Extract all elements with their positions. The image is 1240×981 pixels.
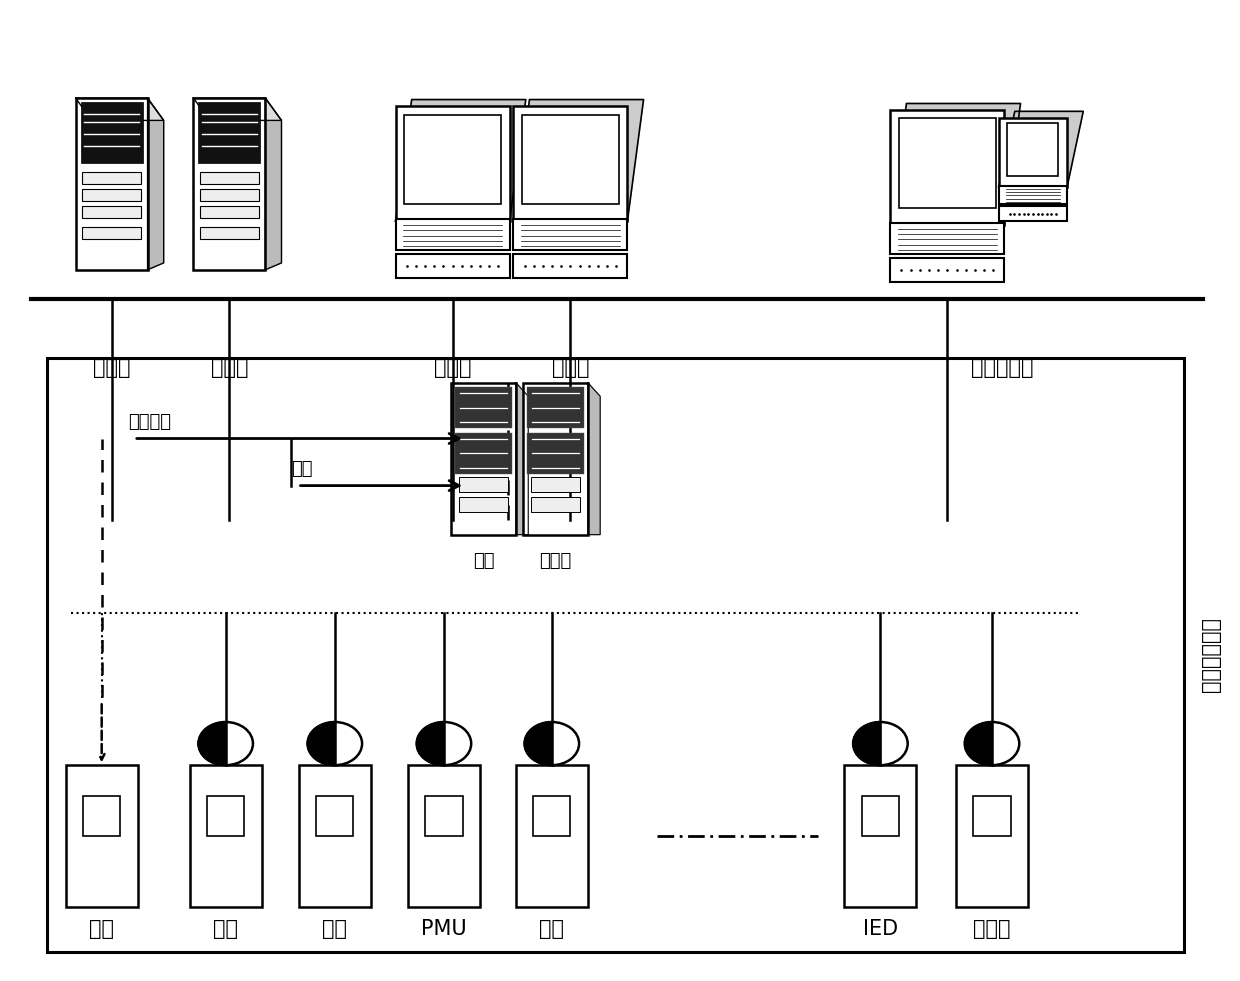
Circle shape — [308, 722, 362, 765]
FancyBboxPatch shape — [396, 254, 510, 278]
Circle shape — [853, 722, 908, 765]
Text: 工作站: 工作站 — [434, 358, 471, 378]
FancyBboxPatch shape — [200, 206, 259, 218]
FancyBboxPatch shape — [890, 223, 1004, 254]
Circle shape — [525, 722, 579, 765]
Text: PMU: PMU — [422, 919, 466, 939]
FancyBboxPatch shape — [527, 387, 584, 428]
FancyBboxPatch shape — [82, 189, 141, 201]
Text: 测量: 测量 — [322, 919, 347, 939]
Text: 保护: 保护 — [213, 919, 238, 939]
FancyBboxPatch shape — [404, 115, 501, 204]
FancyBboxPatch shape — [956, 765, 1028, 907]
Polygon shape — [193, 98, 281, 121]
FancyBboxPatch shape — [513, 254, 627, 278]
FancyBboxPatch shape — [200, 189, 259, 201]
FancyBboxPatch shape — [1007, 123, 1059, 177]
FancyBboxPatch shape — [47, 358, 1184, 952]
Polygon shape — [588, 383, 600, 535]
FancyBboxPatch shape — [998, 206, 1068, 221]
FancyBboxPatch shape — [193, 98, 265, 270]
Text: 服务器: 服务器 — [211, 358, 248, 378]
FancyBboxPatch shape — [316, 797, 353, 836]
FancyBboxPatch shape — [451, 383, 516, 535]
FancyBboxPatch shape — [200, 172, 259, 183]
Polygon shape — [76, 98, 164, 121]
FancyBboxPatch shape — [82, 227, 141, 238]
FancyBboxPatch shape — [408, 765, 480, 907]
FancyBboxPatch shape — [998, 185, 1068, 204]
FancyBboxPatch shape — [82, 206, 141, 218]
Polygon shape — [396, 100, 526, 221]
FancyBboxPatch shape — [531, 477, 580, 492]
FancyBboxPatch shape — [455, 433, 512, 474]
FancyBboxPatch shape — [522, 115, 619, 204]
Polygon shape — [148, 98, 164, 270]
Polygon shape — [513, 100, 644, 221]
FancyBboxPatch shape — [200, 227, 259, 238]
FancyBboxPatch shape — [890, 257, 1004, 282]
FancyBboxPatch shape — [459, 477, 508, 492]
FancyBboxPatch shape — [998, 118, 1068, 186]
FancyBboxPatch shape — [396, 106, 510, 221]
Polygon shape — [265, 98, 281, 270]
FancyBboxPatch shape — [425, 797, 463, 836]
Text: 服务器: 服务器 — [539, 552, 572, 570]
FancyBboxPatch shape — [198, 101, 260, 163]
Polygon shape — [965, 722, 992, 765]
Text: 子站二次设备: 子站二次设备 — [1202, 617, 1221, 693]
FancyBboxPatch shape — [531, 496, 580, 512]
FancyBboxPatch shape — [66, 765, 138, 907]
Text: 服务器: 服务器 — [93, 358, 130, 378]
Text: 电量: 电量 — [539, 919, 564, 939]
FancyBboxPatch shape — [527, 433, 584, 474]
Polygon shape — [853, 722, 880, 765]
Text: 采集: 采集 — [89, 919, 114, 939]
FancyBboxPatch shape — [899, 119, 996, 208]
Polygon shape — [525, 722, 552, 765]
FancyBboxPatch shape — [299, 765, 371, 907]
FancyBboxPatch shape — [82, 172, 141, 183]
FancyBboxPatch shape — [890, 110, 1004, 225]
Text: 子站: 子站 — [472, 552, 495, 570]
FancyBboxPatch shape — [459, 496, 508, 512]
Text: 设备功耗: 设备功耗 — [128, 413, 171, 431]
Polygon shape — [890, 104, 1021, 225]
FancyBboxPatch shape — [83, 797, 120, 836]
Polygon shape — [516, 383, 528, 535]
FancyBboxPatch shape — [396, 219, 510, 250]
Polygon shape — [998, 112, 1084, 186]
FancyBboxPatch shape — [190, 765, 262, 907]
FancyBboxPatch shape — [207, 797, 244, 836]
FancyBboxPatch shape — [523, 383, 588, 535]
FancyBboxPatch shape — [513, 106, 627, 221]
FancyBboxPatch shape — [455, 387, 512, 428]
FancyBboxPatch shape — [844, 765, 916, 907]
FancyBboxPatch shape — [516, 765, 588, 907]
Circle shape — [965, 722, 1019, 765]
Polygon shape — [308, 722, 335, 765]
Text: IED: IED — [863, 919, 898, 939]
Text: 多个工作站: 多个工作站 — [971, 358, 1033, 378]
FancyBboxPatch shape — [533, 797, 570, 836]
FancyBboxPatch shape — [513, 219, 627, 250]
Text: 工作站: 工作站 — [552, 358, 589, 378]
Text: 功耗: 功耗 — [291, 460, 312, 478]
FancyBboxPatch shape — [81, 101, 143, 163]
FancyBboxPatch shape — [973, 797, 1011, 836]
Polygon shape — [417, 722, 444, 765]
Circle shape — [198, 722, 253, 765]
Circle shape — [417, 722, 471, 765]
Polygon shape — [198, 722, 226, 765]
FancyBboxPatch shape — [862, 797, 899, 836]
FancyBboxPatch shape — [76, 98, 148, 270]
Text: 备自投: 备自投 — [973, 919, 1011, 939]
